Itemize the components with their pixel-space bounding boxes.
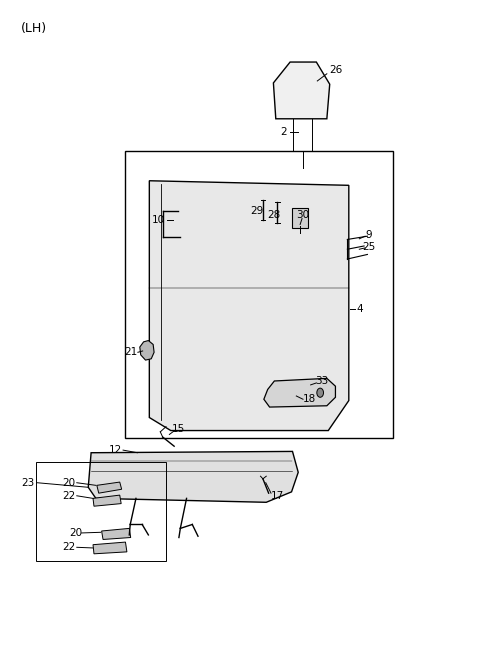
Polygon shape xyxy=(93,495,121,506)
Text: 29: 29 xyxy=(250,206,264,216)
Text: 4: 4 xyxy=(356,304,362,314)
Text: 22: 22 xyxy=(62,491,76,501)
Polygon shape xyxy=(274,62,330,119)
FancyBboxPatch shape xyxy=(292,208,308,228)
Bar xyxy=(125,151,393,438)
Text: 30: 30 xyxy=(297,210,310,220)
Text: 10: 10 xyxy=(152,215,166,225)
Text: 22: 22 xyxy=(62,542,76,552)
Polygon shape xyxy=(140,341,154,360)
Text: 20: 20 xyxy=(62,477,76,488)
Text: 2: 2 xyxy=(281,127,287,137)
Polygon shape xyxy=(93,542,127,554)
Polygon shape xyxy=(102,529,131,540)
Text: 17: 17 xyxy=(271,491,284,501)
Text: 18: 18 xyxy=(302,394,316,404)
Text: 12: 12 xyxy=(109,445,122,455)
Text: 20: 20 xyxy=(69,528,82,538)
Text: 9: 9 xyxy=(366,230,372,240)
Text: 21: 21 xyxy=(125,347,138,357)
Text: 33: 33 xyxy=(315,376,329,386)
Text: (LH): (LH) xyxy=(21,22,47,35)
Polygon shape xyxy=(97,482,121,493)
Text: 23: 23 xyxy=(21,477,34,488)
Polygon shape xyxy=(149,181,349,430)
Circle shape xyxy=(317,388,324,398)
Polygon shape xyxy=(88,451,298,502)
Bar xyxy=(36,462,166,561)
Text: 28: 28 xyxy=(268,210,281,220)
Text: 25: 25 xyxy=(362,242,375,252)
Polygon shape xyxy=(264,379,336,407)
Text: 15: 15 xyxy=(172,424,186,434)
Text: 26: 26 xyxy=(329,65,342,75)
